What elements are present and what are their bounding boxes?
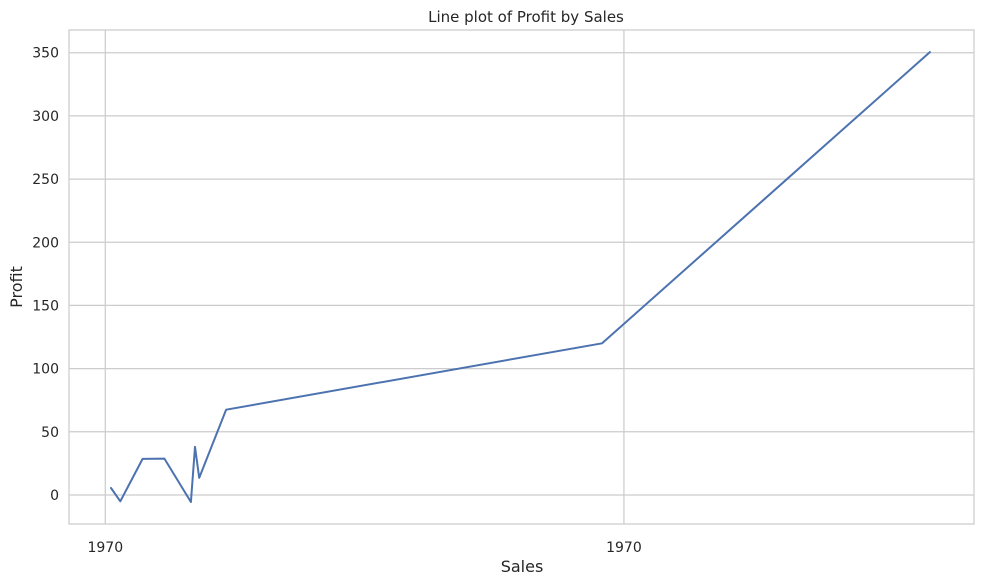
grid-layer [69,30,974,524]
y-axis-label: Profit [7,266,26,308]
series-layer [110,51,931,503]
y-tick-label: 100 [32,362,59,378]
series-line [110,51,931,503]
y-tick-label: 350 [32,46,59,62]
y-axis: 0 50 100 150 200 250 300 350 [32,46,59,504]
y-tick-label: 300 [32,109,59,125]
plot-area [68,29,975,525]
y-tick-label: 150 [32,298,59,314]
x-axis-label: Sales [501,557,544,576]
chart-title: Line plot of Profit by Sales [428,8,624,26]
y-tick-label: 0 [50,488,59,504]
x-tick-label: 1970 [87,540,123,556]
x-tick-label: 1970 [606,540,642,556]
y-tick-label: 250 [32,172,59,188]
y-tick-label: 50 [41,425,59,441]
y-tick-label: 200 [32,235,59,251]
x-axis: 1970 1970 [87,540,641,556]
